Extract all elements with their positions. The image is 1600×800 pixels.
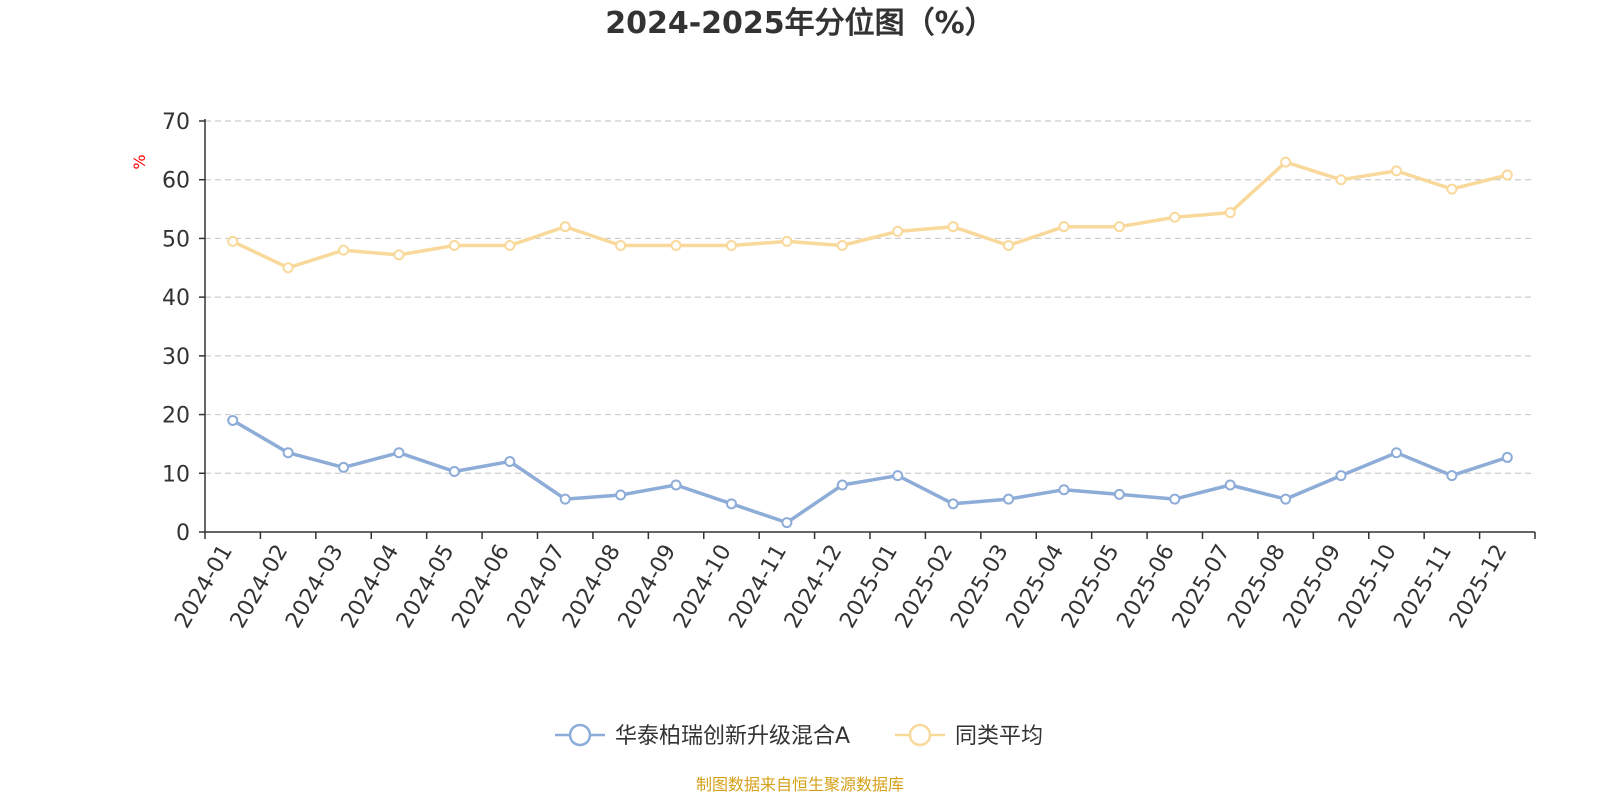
point-0-9 [725, 498, 737, 510]
x-tick-labels: 2024-012024-022024-032024-042024-052024-… [170, 541, 1512, 633]
point-0-3 [393, 447, 405, 459]
legend-item-1[interactable]: 同类平均 [895, 723, 1043, 749]
y-tick-label-2: 20 [162, 404, 190, 429]
point-0-18 [1224, 479, 1236, 491]
point-1-15 [1058, 221, 1070, 233]
point-1-5 [504, 239, 516, 251]
point-0-14 [1003, 493, 1015, 505]
legend-label-1: 同类平均 [955, 724, 1043, 749]
point-1-13 [947, 221, 959, 233]
legend-marker-0 [568, 723, 592, 747]
point-1-2 [338, 244, 350, 256]
point-0-19 [1280, 493, 1292, 505]
gridlines [205, 120, 1535, 474]
point-0-20 [1335, 470, 1347, 482]
point-0-21 [1390, 447, 1402, 459]
point-1-21 [1390, 165, 1402, 177]
point-0-4 [448, 466, 460, 478]
point-1-7 [615, 239, 627, 251]
y-tick-label-6: 60 [162, 169, 190, 194]
point-0-17 [1169, 493, 1181, 505]
point-1-12 [892, 225, 904, 237]
point-1-11 [836, 239, 848, 251]
point-1-9 [725, 239, 737, 251]
y-axis-unit: % [130, 154, 149, 169]
point-1-3 [393, 249, 405, 261]
point-0-1 [282, 447, 294, 459]
point-0-12 [892, 470, 904, 482]
y-tick-label-0: 0 [176, 521, 190, 546]
series-line-0 [231, 418, 1508, 525]
point-0-13 [947, 498, 959, 510]
point-1-0 [227, 235, 239, 247]
point-1-23 [1501, 169, 1513, 181]
point-0-6 [559, 493, 571, 505]
point-1-17 [1169, 211, 1181, 223]
y-tick-label-1: 10 [162, 462, 190, 487]
point-1-6 [559, 221, 571, 233]
series-0 [227, 414, 1513, 529]
chart-title: 2024-2025年分位图（%） [605, 6, 995, 41]
y-tick-label-4: 40 [162, 286, 190, 311]
point-1-20 [1335, 174, 1347, 186]
y-tick-label-3: 30 [162, 345, 190, 370]
point-0-16 [1113, 488, 1125, 500]
point-1-22 [1446, 183, 1458, 195]
point-1-1 [282, 262, 294, 274]
point-0-11 [836, 479, 848, 491]
y-tick-label-5: 50 [162, 227, 190, 252]
point-0-10 [781, 517, 793, 529]
legend-item-0[interactable]: 华泰柏瑞创新升级混合A [555, 723, 850, 749]
legend-marker-1 [908, 723, 932, 747]
point-1-8 [670, 239, 682, 251]
y-tick-label-7: 70 [162, 110, 190, 135]
axes [199, 119, 1536, 539]
point-0-22 [1446, 470, 1458, 482]
point-1-14 [1003, 239, 1015, 251]
series-line-1 [231, 160, 1508, 270]
y-tick-labels: 0 10 20 30 40 50 60 70 [162, 110, 190, 546]
point-0-15 [1058, 484, 1070, 496]
point-0-0 [227, 414, 239, 426]
series-group [227, 156, 1513, 529]
point-0-8 [670, 479, 682, 491]
point-1-4 [448, 239, 460, 251]
point-1-10 [781, 235, 793, 247]
point-1-16 [1113, 221, 1125, 233]
legend-label-0: 华泰柏瑞创新升级混合A [615, 724, 850, 749]
point-1-19 [1280, 156, 1292, 168]
point-0-2 [338, 461, 350, 473]
point-0-5 [504, 456, 516, 468]
point-0-7 [615, 489, 627, 501]
data-source-note: 制图数据来自恒生聚源数据库 [696, 775, 904, 794]
point-0-23 [1501, 451, 1513, 463]
series-1 [227, 156, 1513, 274]
legend[interactable]: 华泰柏瑞创新升级混合A 同类平均 [555, 723, 1043, 749]
point-1-18 [1224, 207, 1236, 219]
